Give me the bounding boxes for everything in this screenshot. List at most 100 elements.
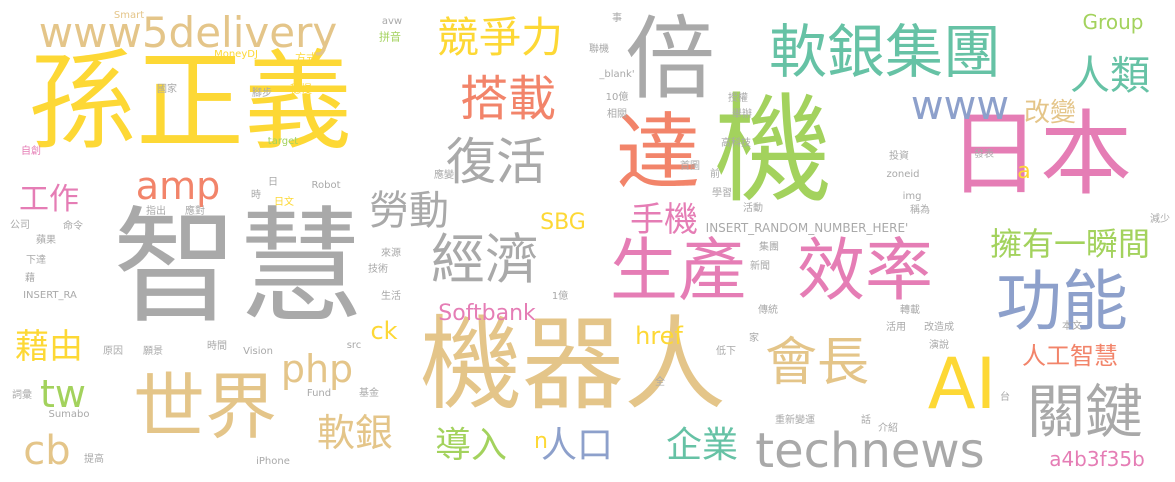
- word: 原因: [103, 346, 123, 357]
- word: 效率: [796, 232, 934, 311]
- word: 應變: [434, 170, 454, 181]
- word: 公司: [10, 220, 30, 231]
- word: 稱為: [910, 205, 930, 216]
- word: 會長: [764, 333, 870, 393]
- word: 人口: [540, 425, 614, 466]
- word: src: [346, 340, 362, 351]
- word: 來源: [381, 248, 401, 259]
- word: 聯機: [589, 44, 609, 55]
- word: 世界: [132, 365, 278, 449]
- word: 減少: [1150, 214, 1170, 225]
- word: 1億: [551, 291, 569, 302]
- word: 事: [612, 13, 622, 24]
- word: Fund: [306, 388, 332, 399]
- word: SBG: [540, 210, 586, 235]
- word: a: [1017, 159, 1031, 184]
- word: www5delivery: [38, 8, 338, 57]
- word: 轉載: [900, 305, 920, 316]
- word: 願景: [143, 346, 163, 357]
- word: 孫正義: [27, 40, 353, 165]
- word: 日本: [947, 101, 1133, 208]
- word: 應對: [185, 206, 205, 217]
- word: amp: [135, 164, 221, 208]
- word: 自創: [21, 146, 41, 157]
- word: 軟銀集團: [768, 18, 1002, 86]
- word: 介紹: [878, 423, 898, 434]
- word: 搭載: [459, 71, 557, 127]
- word: INSERT_RANDOM_NUMBER_HERE': [705, 221, 909, 235]
- word: 演說: [929, 340, 949, 351]
- word: 手機: [630, 200, 698, 240]
- word: 學習: [712, 188, 732, 199]
- word: zoneid: [886, 169, 920, 180]
- word: 功能: [996, 263, 1128, 340]
- word: 導入: [434, 425, 508, 466]
- word: 復活: [446, 133, 546, 191]
- word: 下達: [26, 255, 46, 266]
- word: ck: [370, 317, 398, 345]
- word: Sumabo: [48, 409, 90, 420]
- word: target: [267, 136, 299, 147]
- word: Robot: [311, 180, 341, 191]
- word: href: [635, 322, 683, 350]
- word: 技術: [368, 264, 388, 275]
- word: avw: [381, 16, 403, 27]
- word: 舉辦: [732, 109, 752, 120]
- word: www: [910, 83, 1010, 129]
- word: 命令: [63, 221, 83, 232]
- word: 時: [251, 190, 261, 201]
- word: iPhone: [256, 456, 290, 467]
- word: 軟銀: [316, 411, 394, 455]
- word: 工作: [19, 182, 79, 217]
- word: 倍: [625, 7, 715, 112]
- word: 全: [655, 377, 665, 388]
- word: 相關: [607, 109, 627, 120]
- word: cb: [23, 428, 71, 474]
- word: 投資: [889, 151, 909, 162]
- word: 蘋果: [36, 235, 56, 246]
- word: _blank': [599, 69, 635, 80]
- word: 基金: [359, 388, 379, 399]
- word: 關鍵: [1026, 378, 1144, 446]
- word: 藉由: [15, 327, 83, 367]
- word: Softbank: [438, 301, 536, 326]
- word: 人工智慧: [1022, 342, 1118, 370]
- word: 10億: [605, 92, 629, 103]
- word: a4b3f35b: [1049, 447, 1145, 471]
- word: 生活: [381, 291, 401, 302]
- word: 首圖: [680, 161, 700, 172]
- word: technews: [755, 423, 985, 479]
- word: 企業: [665, 425, 739, 466]
- word: 話: [861, 415, 871, 426]
- word: 新聞: [750, 261, 770, 272]
- word: 方式: [295, 51, 317, 65]
- word: 活動: [743, 203, 763, 214]
- word: AI: [927, 343, 997, 425]
- word: 本文: [1062, 321, 1082, 332]
- word: 勞動: [369, 188, 449, 234]
- word: 日: [268, 177, 278, 188]
- word: Smart: [113, 10, 145, 21]
- word: 前: [710, 169, 720, 180]
- word: INSERT_RA: [23, 290, 77, 301]
- word: 達: [615, 104, 701, 202]
- word: 經濟: [431, 228, 539, 291]
- word: 低下: [716, 346, 736, 357]
- word: php: [280, 347, 354, 391]
- word: 指出: [146, 206, 166, 217]
- word: 生產: [609, 232, 747, 311]
- word: n: [534, 429, 548, 454]
- word: Vision: [243, 346, 273, 357]
- word: 提高: [84, 454, 104, 465]
- word: 集團: [759, 242, 779, 253]
- word: 國家: [157, 84, 177, 95]
- word: 發表: [974, 149, 994, 160]
- word: 擁有一瞬間: [989, 225, 1151, 263]
- word: 家: [749, 333, 759, 344]
- word: 授權: [728, 93, 748, 104]
- word: 機器人: [420, 306, 726, 425]
- word: 高科技: [721, 138, 751, 149]
- word: tw: [40, 372, 86, 416]
- word: 機: [713, 81, 833, 219]
